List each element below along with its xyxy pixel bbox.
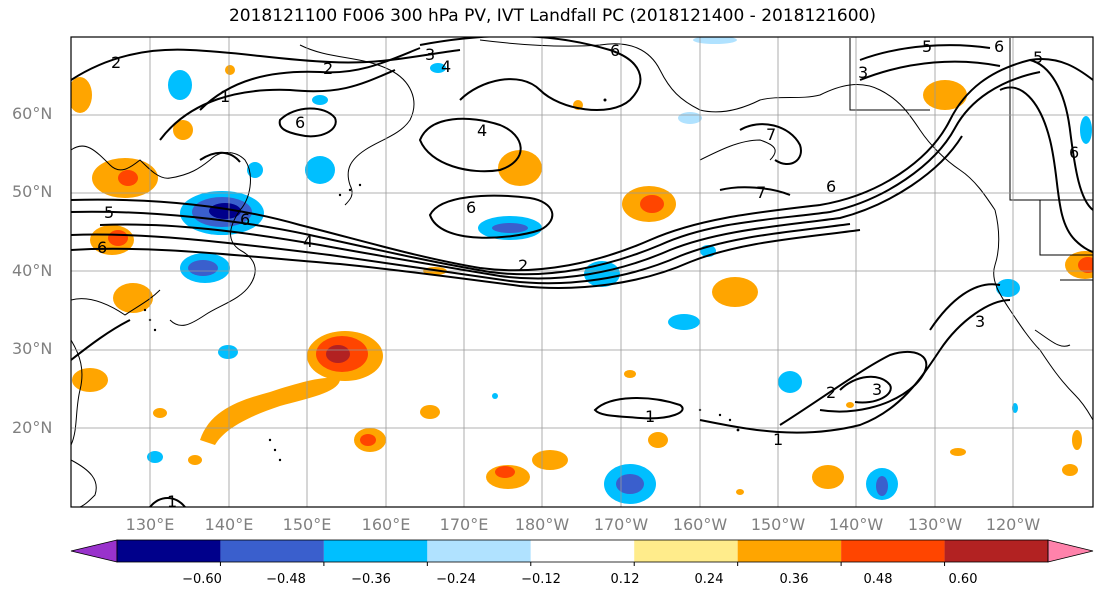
- contour-label: 6: [240, 210, 250, 229]
- lat-label: 20°N: [12, 418, 53, 437]
- contour-label: 2: [518, 256, 528, 275]
- colorbar-tick-label: 0.12: [610, 572, 640, 587]
- colorbar-border: [116, 539, 1049, 563]
- lat-label: 60°N: [12, 104, 53, 123]
- contour-label: 4: [477, 121, 487, 140]
- contour-label: 4: [303, 232, 313, 251]
- pv-contours: [71, 37, 1093, 507]
- colorbar-tick-label: 0.24: [694, 572, 724, 587]
- contour-label: 6: [610, 41, 620, 60]
- contour-label: 6: [97, 238, 107, 257]
- contour-label: 1: [645, 407, 655, 426]
- colorbar-tick-label: 0.48: [863, 572, 893, 587]
- coastlines: [71, 38, 1093, 507]
- colorbar-segment: [530, 540, 635, 562]
- lon-label: 160°W: [672, 515, 728, 534]
- colorbar-extend-min: [70, 539, 118, 563]
- lat-label: 50°N: [12, 182, 53, 201]
- lon-label: 130°W: [907, 515, 963, 534]
- lon-label: 180°W: [514, 515, 570, 534]
- contour-label: 2: [111, 53, 121, 72]
- colorbar-segment: [737, 540, 842, 562]
- contour-label: 6: [826, 177, 836, 196]
- graticule: [71, 37, 1093, 507]
- colorbar: [70, 539, 1094, 566]
- contour-label: 1: [167, 492, 177, 511]
- contour-label: 6: [295, 113, 305, 132]
- lon-label: 160°E: [361, 515, 411, 534]
- contour-label: 6: [466, 198, 476, 217]
- contour-label: 4: [441, 57, 451, 76]
- colorbar-segment: [944, 540, 1048, 562]
- contour-label: 7: [766, 125, 776, 144]
- lon-label: 130°E: [125, 515, 175, 534]
- contour-label: 3: [858, 63, 868, 82]
- contour-label: 5: [922, 37, 932, 56]
- contour-label: 5: [104, 203, 114, 222]
- lon-label: 150°W: [750, 515, 806, 534]
- contour-label: 6: [1069, 143, 1079, 162]
- lon-label: 170°W: [593, 515, 649, 534]
- island-dots: [143, 98, 740, 462]
- colorbar-tick-label: −0.60: [182, 572, 222, 587]
- contour-label: 3: [975, 312, 985, 331]
- colorbar-segment: [427, 540, 531, 562]
- contour-label: 3: [425, 45, 435, 64]
- colorbar-extend-max: [1047, 539, 1094, 563]
- lon-label: 170°E: [439, 515, 489, 534]
- colorbar-segment: [220, 540, 324, 562]
- contour-label: 2: [323, 59, 333, 78]
- colorbar-tick-label: −0.36: [351, 572, 391, 587]
- contour-label: 1: [773, 430, 783, 449]
- colorbar-segment: [634, 540, 738, 562]
- contour-labels: 2 1 2 3 4 6 4 6 5 3 5 6 6 7 7 6 5 6 4 6 …: [97, 37, 1079, 511]
- contour-label: 7: [756, 183, 766, 202]
- colorbar-segment: [841, 540, 945, 562]
- map-title: 2018121100 F006 300 hPa PV, IVT Landfall…: [228, 6, 876, 26]
- lat-label: 40°N: [12, 261, 53, 280]
- lon-label: 140°E: [204, 515, 254, 534]
- colorbar-tick-label: 0.60: [948, 572, 978, 587]
- contour-label: 1: [220, 87, 230, 106]
- lon-label: 140°W: [828, 515, 884, 534]
- contour-label: 3: [872, 380, 882, 399]
- contour-label: 5: [1033, 48, 1043, 67]
- colorbar-segment: [117, 540, 221, 562]
- colorbar-segment: [323, 540, 428, 562]
- lat-label: 30°N: [12, 339, 53, 358]
- colorbar-tick-label: 0.36: [779, 572, 809, 587]
- colorbar-tick-label: −0.48: [266, 572, 306, 587]
- map-border: [70, 36, 1094, 508]
- contour-label: 6: [994, 37, 1004, 56]
- lon-label: 120°W: [985, 515, 1041, 534]
- colorbar-tick-label: −0.24: [436, 572, 476, 587]
- lon-label: 150°E: [282, 515, 332, 534]
- colorbar-tick-label: −0.12: [521, 572, 561, 587]
- contour-label: 2: [826, 383, 836, 402]
